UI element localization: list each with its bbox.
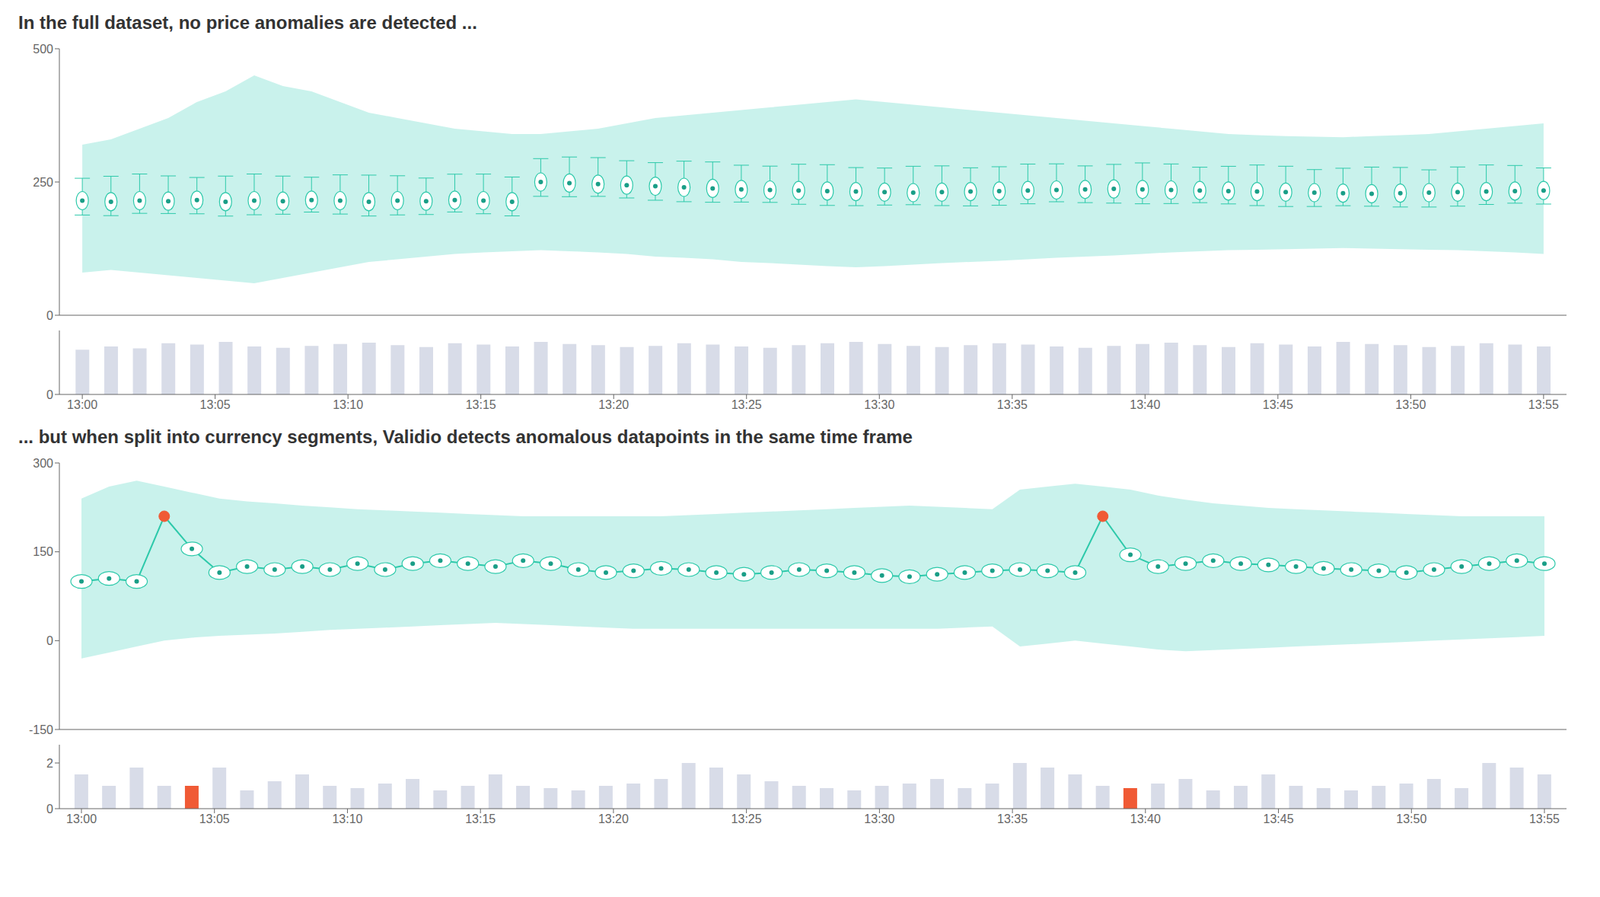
svg-text:13:20: 13:20 — [598, 398, 629, 412]
svg-text:0: 0 — [46, 309, 54, 322]
svg-text:13:35: 13:35 — [997, 398, 1028, 412]
svg-text:13:55: 13:55 — [1529, 812, 1560, 826]
svg-text:13:30: 13:30 — [863, 812, 895, 826]
svg-text:13:25: 13:25 — [731, 398, 762, 412]
svg-text:0: 0 — [46, 388, 54, 402]
svg-text:500: 500 — [32, 42, 54, 56]
svg-text:0: 0 — [46, 634, 54, 648]
svg-text:250: 250 — [32, 175, 54, 189]
svg-text:13:20: 13:20 — [598, 812, 629, 826]
html-text:... but when split into curren: ... but when split into currency segment… — [18, 426, 913, 447]
svg-text:13:05: 13:05 — [199, 812, 230, 826]
html-text:In the full dataset, no price: In the full dataset, no price anomalies … — [18, 12, 478, 33]
svg-text:13:10: 13:10 — [331, 812, 363, 826]
svg-text:13:00: 13:00 — [66, 812, 97, 826]
svg-text:13:45: 13:45 — [1263, 812, 1295, 826]
svg-text:13:35: 13:35 — [997, 812, 1028, 826]
svg-text:150: 150 — [32, 545, 54, 558]
svg-text:13:40: 13:40 — [1129, 398, 1161, 412]
svg-text:2: 2 — [46, 756, 54, 770]
svg-text:13:15: 13:15 — [465, 812, 496, 826]
svg-text:13:45: 13:45 — [1262, 398, 1294, 412]
svg-text:0: 0 — [46, 802, 54, 816]
svg-text:13:40: 13:40 — [1130, 812, 1161, 826]
svg-text:13:05: 13:05 — [200, 398, 231, 412]
svg-text:13:25: 13:25 — [731, 812, 762, 826]
svg-text:13:15: 13:15 — [465, 398, 497, 412]
svg-text:13:50: 13:50 — [1396, 812, 1427, 826]
svg-text:300: 300 — [32, 456, 54, 470]
svg-text:-150: -150 — [28, 723, 54, 736]
svg-text:13:50: 13:50 — [1395, 398, 1426, 412]
svg-text:13:10: 13:10 — [332, 398, 364, 412]
svg-text:13:55: 13:55 — [1528, 398, 1559, 412]
svg-text:13:00: 13:00 — [66, 398, 98, 412]
svg-text:13:30: 13:30 — [863, 398, 895, 412]
